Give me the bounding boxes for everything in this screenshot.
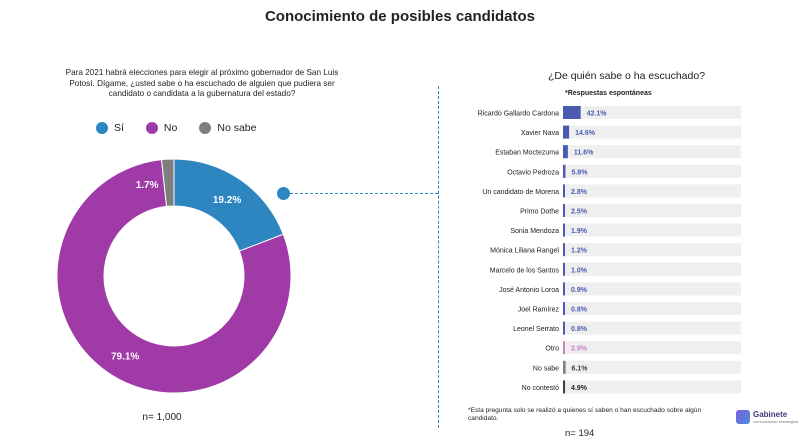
bar-value-label: 1.0% [571, 267, 588, 274]
legend-label-si: Sí [114, 122, 124, 134]
bar-category-label: Primo Dothe [520, 209, 559, 216]
bar-chart-subtitle: *Respuestas espontáneas [565, 90, 652, 97]
gabinete-logo-icon [736, 410, 750, 424]
bar [563, 106, 581, 119]
bar-category-label: No contestó [522, 385, 559, 392]
donut-label-no-sabe: 1.7% [136, 180, 159, 191]
bar-track [563, 262, 741, 276]
bar-value-label: 0.9% [571, 287, 588, 294]
bar-category-label: Sonia Mendoza [510, 228, 559, 235]
bar-track [563, 321, 741, 335]
legend-swatch-no-sabe [199, 122, 212, 134]
bar-value-label: 1.9% [571, 228, 588, 235]
bar-track [563, 106, 741, 119]
bar-category-label: Estaban Moctezuma [495, 150, 559, 157]
bar-track [563, 302, 741, 315]
logo-name: Gabinete [753, 409, 788, 419]
bar-category-label: No sabe [533, 365, 559, 372]
bar [563, 184, 565, 198]
divider-line [438, 86, 439, 428]
bar-track [563, 380, 741, 394]
bar-track [563, 243, 741, 257]
bar [563, 302, 565, 315]
bar [563, 341, 565, 355]
bar-value-label: 2.9% [571, 346, 588, 353]
connector-dot [277, 187, 290, 200]
footnote: *Esta pregunta solo se realizó a quienes… [468, 407, 702, 422]
bar-value-label: 0.8% [571, 326, 588, 333]
logo-text-block: Gabinete comunicación estratégica [753, 409, 799, 424]
bar [563, 243, 565, 257]
bar [563, 223, 565, 237]
bar-category-label: Leonel Serrato [513, 326, 559, 333]
bar-value-label: 5.9% [571, 169, 588, 176]
bar-track [563, 184, 741, 198]
bar-value-label: 2.5% [571, 209, 588, 216]
bar-value-label: 0.8% [571, 307, 588, 314]
legend-label-no-sabe: No sabe [217, 122, 257, 134]
legend-swatch-no [145, 122, 158, 134]
legend-item-si: Sí [96, 122, 124, 134]
gabinete-logo: Gabinete comunicación estratégica [736, 410, 798, 424]
bar-track [563, 125, 741, 139]
bar-value-label: 6.1% [572, 365, 589, 372]
sample-size-right: n= 194 [565, 428, 595, 439]
bar-category-label: Mónica Liliana Rangel [490, 248, 559, 255]
page-title: Conocimiento de posibles candidatos [264, 8, 536, 25]
bar-track [563, 164, 741, 178]
bar-chart-title: ¿De quién sabe o ha escuchado? [548, 70, 706, 82]
bar-track [563, 360, 741, 374]
bar [563, 380, 566, 394]
donut-label-no: 79.1% [111, 352, 139, 363]
bar [563, 164, 566, 178]
bar-category-label: Xavier Nava [521, 130, 559, 137]
bar-category-label: Marcelo de los Santos [490, 267, 560, 274]
bar [563, 125, 570, 139]
connector-line [290, 193, 438, 194]
survey-question: Para 2021 habrá elecciones para elegir a… [65, 68, 339, 98]
bar-category-label: Ricardo Gallardo Cardona [478, 111, 559, 118]
bar-value-label: 2.8% [571, 189, 588, 196]
donut-slice-no [56, 159, 292, 394]
bar-track [563, 223, 741, 237]
bar [563, 204, 565, 217]
legend-item-no: No [145, 122, 178, 134]
bar [563, 321, 565, 335]
bar [563, 262, 565, 276]
bar-value-label: 11.6% [574, 150, 594, 157]
bar-category-label: José Antonio Loroa [499, 287, 559, 294]
legend-item-no-sabe: No sabe [199, 122, 256, 134]
bar-category-label: Otro [545, 346, 559, 353]
bar-track [563, 204, 741, 217]
bar-value-label: 1.2% [571, 248, 588, 255]
bar-track [563, 282, 741, 296]
bar-category-label: Octavio Pedroza [507, 169, 559, 176]
donut-legend: Sí No No sabe [96, 122, 256, 134]
logo-tagline: comunicación estratégica [753, 418, 799, 424]
bar [563, 282, 565, 296]
donut-chart: 19.2% 79.1% 1.7% [56, 158, 292, 394]
bar-category-label: Joel Ramírez [518, 307, 560, 314]
bar [563, 145, 568, 159]
bar-track [563, 341, 741, 355]
legend-swatch-si [96, 122, 108, 134]
bar-category-label: Un candidato de Morena [482, 189, 559, 196]
bar-value-label: 14.6% [575, 130, 596, 137]
sample-size-left: n= 1,000 [142, 412, 182, 423]
donut-slice-no-sabe [160, 158, 175, 207]
donut-label-si: 19.2% [213, 195, 241, 206]
bar-value-label: 42.1% [587, 111, 608, 118]
bar-value-label: 4.9% [571, 385, 588, 392]
bar-track [563, 145, 741, 159]
legend-label-no: No [163, 122, 178, 134]
bar [563, 360, 566, 374]
